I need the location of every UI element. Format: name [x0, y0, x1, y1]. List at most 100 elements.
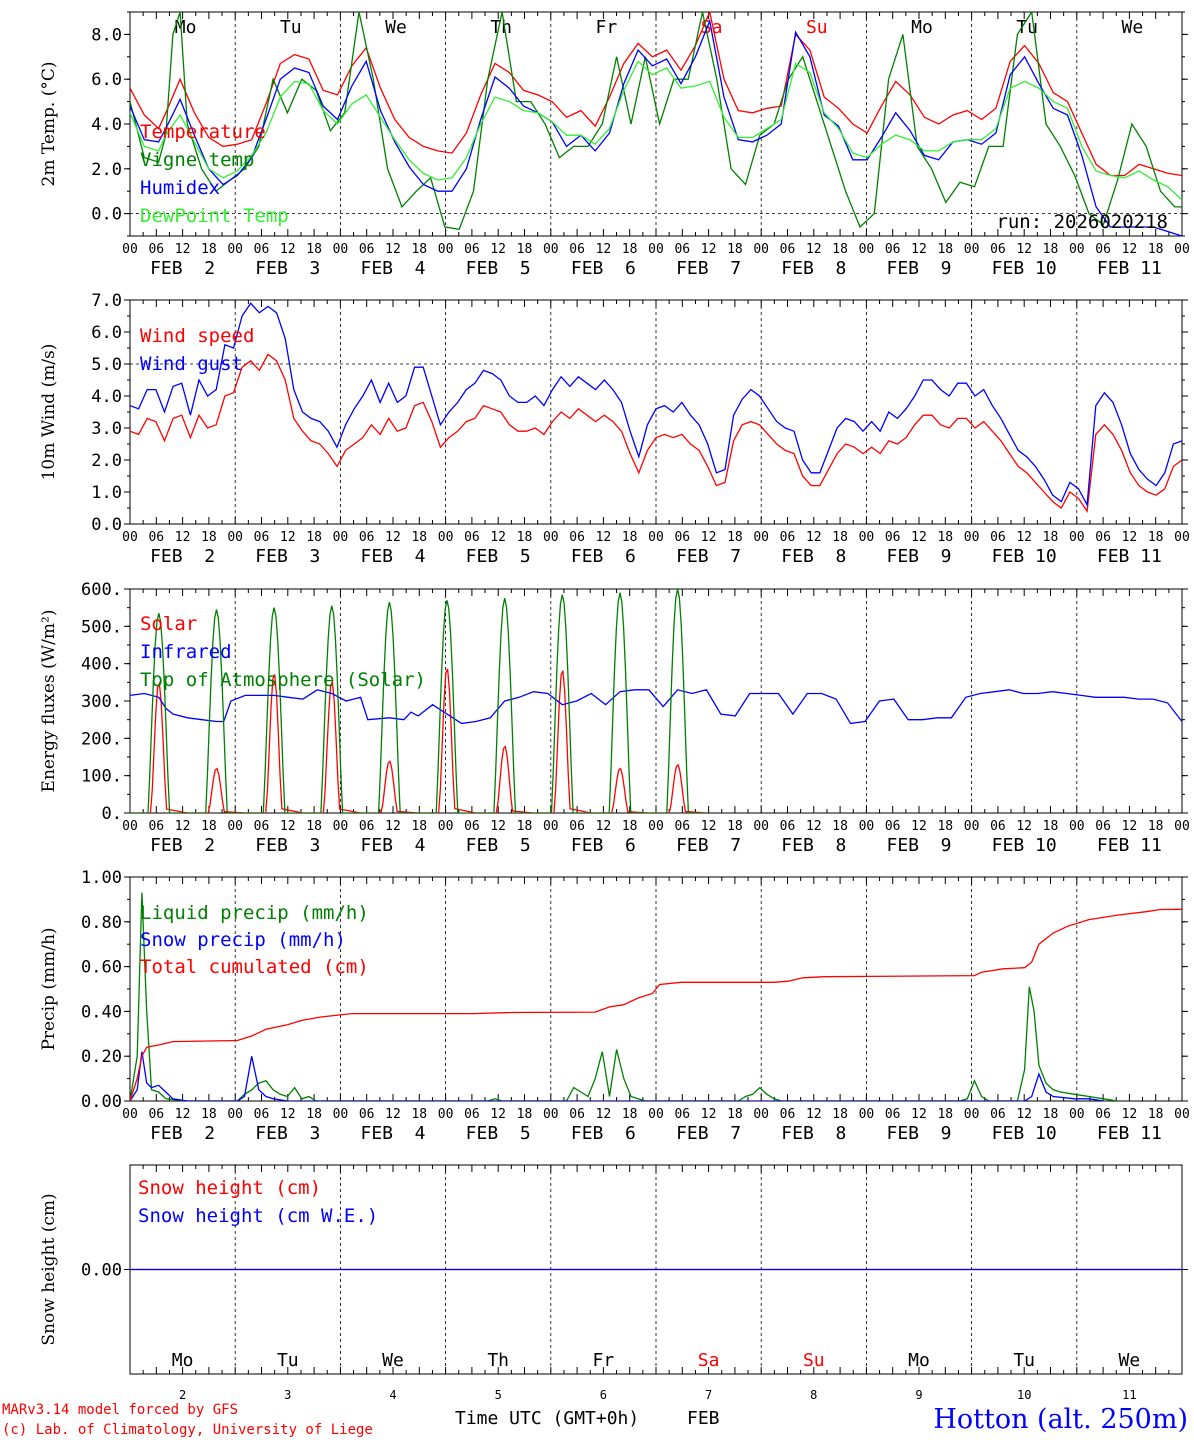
hour-tick-label: 00: [753, 819, 769, 834]
hour-tick-label: 06: [464, 819, 480, 834]
hour-tick-label: 00: [859, 530, 875, 545]
series-line-top-of-atmosphere-solar-: [130, 589, 707, 813]
hour-tick-label: 12: [806, 819, 822, 834]
hour-tick-label: 00: [333, 530, 349, 545]
hour-tick-label: 00: [227, 242, 243, 257]
credit-line-1: MARv3.14 model forced by GFS: [2, 1402, 238, 1418]
legend-entry: Temperature: [140, 121, 266, 143]
y-tick-label: 2.0: [91, 451, 122, 471]
hour-tick-label: 00: [438, 819, 454, 834]
hour-tick-label: 12: [806, 242, 822, 257]
month-label: FEB: [687, 1408, 720, 1429]
y-tick-label: 4.0: [91, 115, 122, 135]
date-label: FEB 4: [360, 1123, 425, 1144]
y-axis-label: 10m Wind (m/s): [39, 344, 59, 481]
hour-tick-label: 12: [596, 242, 612, 257]
hour-tick-label: 18: [1043, 819, 1059, 834]
hour-tick-label: 00: [964, 530, 980, 545]
hour-tick-label: 18: [306, 1107, 322, 1122]
hour-tick-label: 18: [306, 242, 322, 257]
day-number-label: 4: [389, 1388, 396, 1402]
hour-tick-label: 18: [937, 1107, 953, 1122]
run-label: run: 2026020218: [996, 211, 1168, 233]
hour-tick-label: 06: [674, 1107, 690, 1122]
hour-tick-label: 00: [753, 242, 769, 257]
hour-tick-label: 00: [333, 1107, 349, 1122]
series-line-vigne-temp: [130, 12, 1182, 231]
hour-tick-label: 06: [569, 242, 585, 257]
date-label: FEB 2: [150, 258, 215, 279]
hour-tick-label: 18: [201, 819, 217, 834]
date-label: FEB 11: [1097, 835, 1162, 856]
hour-tick-label: 12: [490, 819, 506, 834]
y-axis-label: Snow height (cm): [39, 1193, 59, 1345]
station-label: Hotton (alt. 250m): [933, 1404, 1188, 1435]
date-label: FEB 3: [255, 1123, 320, 1144]
weekday-label: We: [1122, 17, 1144, 38]
weekday-label: Tu: [1013, 1350, 1035, 1371]
series-line-solar: [130, 668, 707, 813]
y-tick-label: 0.0: [91, 205, 122, 225]
hour-tick-label: 12: [280, 242, 296, 257]
date-label: FEB 4: [360, 835, 425, 856]
date-label: FEB 5: [466, 1123, 531, 1144]
day-number-label: 9: [915, 1388, 922, 1402]
weekday-label: Mo: [908, 1350, 930, 1371]
y-tick-label: 600.: [81, 580, 122, 600]
hour-tick-label: 00: [1069, 1107, 1085, 1122]
hour-tick-label: 00: [964, 1107, 980, 1122]
hour-tick-label: 06: [569, 1107, 585, 1122]
date-label: FEB 8: [781, 546, 846, 567]
hour-tick-label: 06: [254, 819, 270, 834]
hour-tick-label: 06: [990, 530, 1006, 545]
weekday-label: Su: [803, 1350, 825, 1371]
hour-tick-label: 00: [753, 530, 769, 545]
weekday-label: Fr: [596, 17, 618, 38]
hour-tick-label: 12: [911, 819, 927, 834]
hour-tick-label: 18: [1043, 1107, 1059, 1122]
hour-tick-label: 06: [569, 819, 585, 834]
hour-tick-label: 00: [543, 242, 559, 257]
y-tick-label: 0.: [102, 804, 122, 824]
date-label: FEB 2: [150, 1123, 215, 1144]
hour-tick-label: 12: [1016, 242, 1032, 257]
series-line-snow-precip-mm-h-: [130, 1051, 1104, 1101]
date-label: FEB 8: [781, 258, 846, 279]
hour-tick-label: 18: [832, 242, 848, 257]
date-label: FEB 11: [1097, 258, 1162, 279]
hour-tick-label: 18: [1148, 819, 1164, 834]
hour-tick-label: 12: [596, 530, 612, 545]
y-tick-label: 8.0: [91, 25, 122, 45]
hour-tick-label: 18: [411, 819, 427, 834]
weekday-label: Sa: [698, 1350, 720, 1371]
weekday-label: Sa: [701, 17, 723, 38]
y-tick-label: 0.00: [81, 1092, 122, 1112]
hour-tick-label: 06: [780, 1107, 796, 1122]
hour-tick-label: 12: [385, 530, 401, 545]
y-axis-label: 2m Temp. (°C): [39, 61, 59, 186]
series-line-wind-gust: [130, 302, 1182, 508]
series-line-liquid-precip-mm-h-: [130, 892, 1118, 1101]
hour-tick-label: 18: [832, 530, 848, 545]
hour-tick-label: 12: [385, 242, 401, 257]
series-line-temperature: [130, 12, 1182, 177]
hour-tick-label: 00: [543, 819, 559, 834]
hour-tick-label: 18: [832, 1107, 848, 1122]
hour-tick-label: 18: [411, 242, 427, 257]
y-tick-label: 300.: [81, 692, 122, 712]
date-label: FEB 10: [992, 835, 1057, 856]
hour-tick-label: 06: [359, 819, 375, 834]
legend-entry: Wind speed: [140, 325, 254, 347]
hour-tick-label: 12: [280, 819, 296, 834]
hour-tick-label: 12: [175, 242, 191, 257]
hour-tick-label: 06: [254, 242, 270, 257]
y-tick-label: 0.20: [81, 1047, 122, 1067]
hour-tick-label: 18: [517, 530, 533, 545]
series-line-wind-speed: [130, 353, 1182, 514]
hour-tick-label: 00: [543, 1107, 559, 1122]
chart-panel-1: 0.02.04.06.08.02m Temp. (°C)00 06 12 18FEB …: [39, 11, 1190, 279]
hour-tick-label: 12: [701, 819, 717, 834]
hour-tick-label: 12: [911, 242, 927, 257]
date-label: FEB 9: [886, 1123, 951, 1144]
